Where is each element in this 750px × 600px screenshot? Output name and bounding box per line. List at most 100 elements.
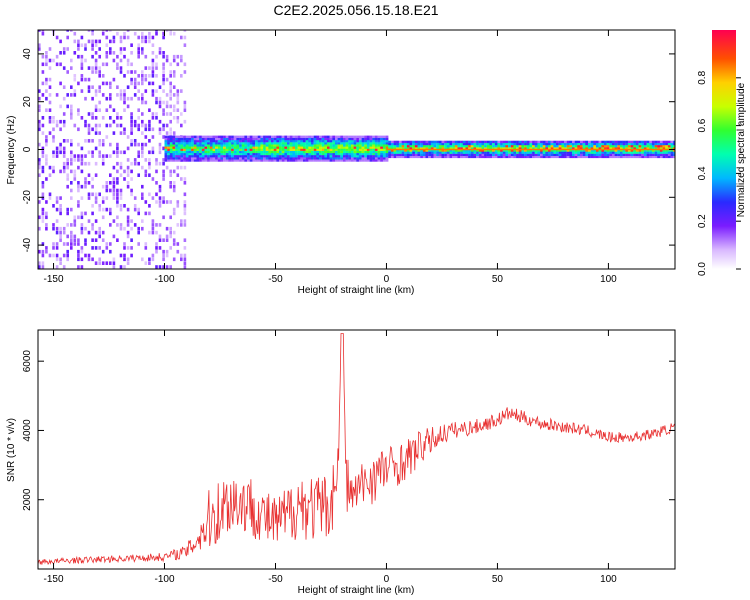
heatmap-cell	[534, 151, 538, 154]
heatmap-cell	[172, 169, 176, 174]
heatmap-cell	[209, 137, 213, 141]
heatmap-cell	[588, 155, 591, 159]
heatmap-cell	[295, 157, 298, 160]
heatmap-cell	[311, 135, 314, 138]
heatmap-cell	[476, 153, 479, 156]
heatmap-cell	[276, 159, 280, 162]
heatmap-cell	[233, 142, 237, 145]
heatmap-cell	[236, 148, 240, 151]
heatmap-cell	[244, 159, 248, 162]
heatmap-cell	[526, 140, 530, 144]
heatmap-cell	[123, 226, 126, 231]
heatmap-cell	[430, 147, 434, 150]
heatmap-cell	[300, 139, 304, 143]
heatmap-cell	[52, 223, 55, 227]
heatmap-cell	[201, 148, 205, 151]
heatmap-cell	[169, 31, 172, 36]
heatmap-cell	[540, 153, 543, 156]
heatmap-cell	[126, 261, 130, 265]
heatmap-cell	[345, 148, 349, 151]
heatmap-cell	[112, 257, 116, 262]
heatmap-cell	[489, 153, 493, 156]
heatmap-cell	[460, 155, 463, 159]
heatmap-cell	[59, 234, 62, 239]
heatmap-cell	[433, 147, 437, 150]
heatmap-cell	[112, 150, 116, 155]
heatmap-cell	[289, 155, 293, 158]
heatmap-cell	[289, 157, 293, 160]
heatmap-cell	[382, 150, 386, 154]
heatmap-cell	[169, 89, 172, 93]
heatmap-cell	[172, 70, 176, 74]
heatmap-cell	[284, 144, 288, 147]
heatmap-cell	[276, 139, 280, 143]
heatmap-cell	[52, 226, 55, 231]
heatmap-cell	[265, 157, 269, 160]
heatmap-cell	[356, 155, 360, 158]
heatmap-cell	[604, 147, 607, 150]
heatmap-cell	[48, 47, 52, 51]
heatmap-cell	[404, 153, 407, 156]
heatmap-cell	[112, 77, 116, 82]
heatmap-cell	[369, 159, 373, 162]
heatmap-cell	[41, 70, 45, 74]
heatmap-cell	[204, 152, 208, 156]
heatmap-cell	[91, 177, 94, 181]
heatmap-cell	[321, 137, 325, 141]
heatmap-cell	[188, 159, 192, 162]
heatmap-cell	[502, 151, 506, 154]
heatmap-cell	[627, 142, 631, 146]
heatmap-cell	[537, 149, 541, 152]
heatmap-cell	[204, 155, 208, 158]
heatmap-cell	[617, 155, 621, 159]
heatmap-cell	[332, 142, 336, 145]
heatmap-cell	[401, 151, 405, 154]
heatmap-cell	[176, 119, 180, 124]
heatmap-cell	[311, 150, 314, 154]
heatmap-cell	[59, 62, 62, 67]
heatmap-cell	[657, 151, 660, 154]
heatmap-cell	[337, 144, 341, 147]
heatmap-cell	[529, 153, 533, 156]
heatmap-cell	[529, 155, 533, 159]
heatmap-cell	[247, 135, 250, 138]
heatmap-cell	[284, 157, 288, 160]
heatmap-cell	[292, 144, 296, 147]
heatmap-cell	[630, 147, 634, 150]
heatmap-cell	[390, 145, 394, 148]
heatmap-cell	[162, 158, 165, 162]
heatmap-cell	[327, 146, 330, 149]
heatmap-cell	[556, 145, 559, 148]
heatmap-cell	[428, 155, 431, 159]
heatmap-cell	[358, 152, 362, 156]
heatmap-cell	[180, 54, 183, 59]
heatmap-cell	[641, 153, 645, 156]
heatmap-cell	[87, 257, 91, 262]
heatmap-cell	[48, 165, 52, 170]
heatmap-cell	[172, 74, 176, 78]
heatmap-cell	[372, 137, 376, 141]
snr-series	[38, 333, 675, 566]
heatmap-cell	[295, 148, 298, 151]
heatmap-cell	[80, 196, 84, 200]
heatmap-cell	[52, 119, 55, 124]
heatmap-cell	[276, 150, 280, 154]
heatmap-cell	[276, 144, 280, 147]
heatmap-cell	[207, 142, 210, 145]
heatmap-cell	[119, 96, 123, 101]
heatmap-cell	[614, 153, 618, 156]
heatmap-cell	[260, 152, 264, 156]
heatmap-cell	[561, 147, 565, 150]
heatmap-cell	[366, 135, 370, 138]
heatmap-cell	[215, 142, 218, 145]
heatmap-cell	[508, 149, 511, 152]
heatmap-cell	[478, 140, 482, 144]
heatmap-cell	[116, 62, 119, 67]
heatmap-cell	[345, 146, 349, 149]
heatmap-cell	[45, 108, 48, 112]
heatmap-cell	[130, 119, 133, 124]
heatmap-cell	[601, 142, 605, 146]
heatmap-cell	[98, 74, 101, 78]
heatmap-cell	[351, 135, 354, 138]
heatmap-cell	[292, 157, 296, 160]
